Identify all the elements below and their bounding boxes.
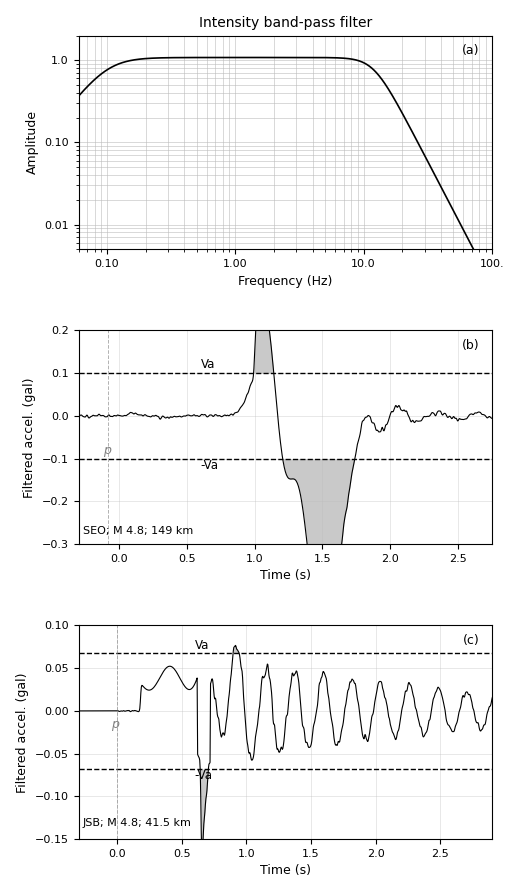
Text: Va: Va — [195, 639, 209, 653]
Y-axis label: Amplitude: Amplitude — [26, 110, 39, 174]
X-axis label: Frequency (Hz): Frequency (Hz) — [238, 274, 333, 288]
Text: p: p — [103, 444, 111, 457]
Y-axis label: Filtered accel. (gal): Filtered accel. (gal) — [16, 672, 29, 793]
X-axis label: Time (s): Time (s) — [260, 864, 311, 877]
Text: (a): (a) — [462, 44, 480, 57]
Text: (c): (c) — [463, 634, 480, 647]
Title: Intensity band-pass filter: Intensity band-pass filter — [199, 16, 372, 30]
Text: p: p — [111, 718, 119, 731]
Text: -Va: -Va — [200, 459, 219, 472]
Text: SEO; M 4.8; 149 km: SEO; M 4.8; 149 km — [83, 526, 193, 535]
Text: (b): (b) — [462, 339, 480, 352]
X-axis label: Time (s): Time (s) — [260, 569, 311, 583]
Y-axis label: Filtered accel. (gal): Filtered accel. (gal) — [23, 377, 36, 497]
Text: JSB; M 4.8; 41.5 km: JSB; M 4.8; 41.5 km — [83, 819, 191, 829]
Text: Va: Va — [200, 358, 215, 371]
Text: -Va: -Va — [195, 769, 213, 782]
